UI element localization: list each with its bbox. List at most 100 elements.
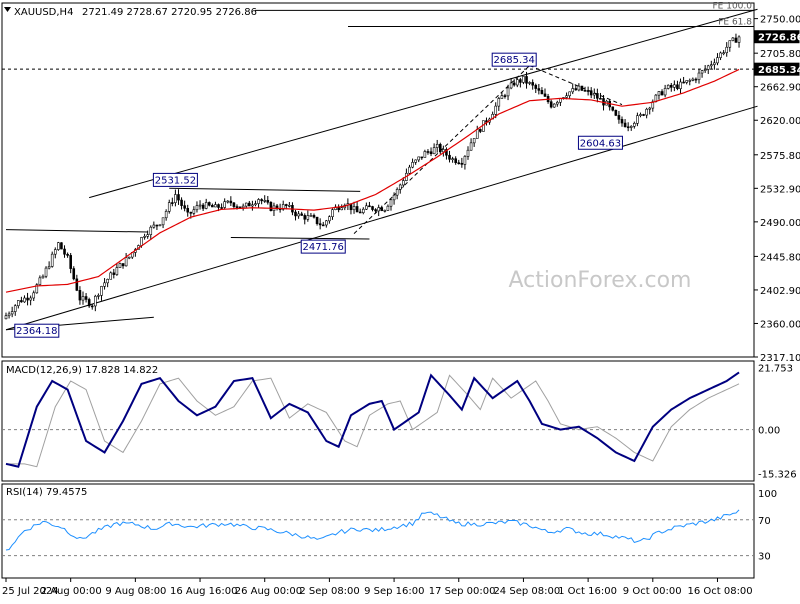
candle-body — [106, 278, 109, 284]
time-tick-label: 16 Oct 08:00 — [687, 586, 752, 597]
candle-body — [198, 204, 202, 207]
candle-body — [386, 205, 390, 211]
candle-body — [321, 224, 325, 227]
price-tick-label: 2662.90 — [760, 83, 800, 94]
candle-body — [207, 202, 211, 206]
candle-body — [10, 311, 14, 315]
candle-body — [57, 242, 60, 250]
candle-body — [140, 237, 143, 246]
macd-panel-frame — [1, 360, 755, 482]
candle-body — [371, 206, 374, 210]
candle-body — [559, 98, 562, 103]
candle-body — [269, 202, 273, 211]
candle-body — [666, 84, 670, 89]
candle-body — [663, 88, 667, 96]
time-tick-label: 9 Oct 00:00 — [623, 586, 682, 597]
candle-body — [568, 91, 571, 97]
trendlines — [5, 8, 758, 331]
price-tick-label: 2360.00 — [760, 319, 800, 330]
ohlc-values: 2721.49 2728.67 2720.95 2726.86 — [82, 7, 257, 18]
candle-body — [257, 199, 260, 204]
price-tick-label: 2490.00 — [760, 218, 800, 229]
candle-body — [306, 215, 310, 220]
candle-body — [571, 88, 575, 93]
rsi-tick-label: 100 — [758, 489, 777, 500]
level-price-tag-box — [754, 62, 800, 76]
candle-body — [20, 300, 23, 303]
candle-body — [186, 208, 190, 213]
candle-body — [97, 295, 100, 297]
candle-body — [556, 101, 559, 105]
candle-body — [238, 206, 242, 209]
candle-body — [180, 199, 183, 206]
candle-body — [44, 267, 48, 277]
candle-body — [389, 199, 393, 207]
candle-body — [420, 156, 424, 159]
candle-body — [417, 156, 421, 161]
candle-body — [442, 149, 445, 153]
candle-body — [315, 216, 319, 224]
candle-body — [620, 119, 624, 124]
candle-body — [734, 37, 738, 43]
candle-body — [469, 142, 473, 151]
chart-header: XAUUSD,H4 2721.49 2728.67 2720.95 2726.8… — [4, 7, 257, 18]
candle-body — [328, 216, 331, 222]
candle-body — [340, 207, 344, 211]
candle-body — [629, 125, 633, 128]
candle-body — [223, 201, 226, 208]
candle-body — [426, 151, 430, 153]
candle-body — [457, 162, 461, 165]
candle-body — [158, 224, 162, 227]
candle-body — [377, 207, 380, 212]
candle-body — [124, 257, 128, 267]
candle-body — [47, 266, 51, 269]
price-tick-label: 2575.80 — [760, 151, 800, 162]
candle-body — [731, 37, 735, 41]
candle-body — [217, 204, 220, 208]
candle-body — [497, 98, 501, 107]
candle-body — [69, 255, 72, 269]
fib-level-label: FE 61.8 — [718, 17, 752, 27]
candle-body — [636, 115, 639, 124]
candle-body — [288, 205, 291, 207]
candle-body — [657, 91, 661, 96]
candle-body — [435, 144, 439, 148]
time-tick-label: 24 Sep 08:00 — [493, 586, 560, 597]
candle-body — [13, 305, 17, 312]
candle-body — [540, 90, 544, 95]
candle-body — [614, 109, 618, 116]
candle-body — [244, 202, 248, 207]
candle-body — [204, 202, 208, 209]
dropdown-triangle-icon[interactable] — [4, 7, 11, 12]
macd-title: MACD(12,26,9) 17.828 14.822 — [6, 365, 158, 376]
current-price-tag-box — [754, 30, 800, 44]
candle-body — [691, 78, 695, 81]
candle-body — [32, 292, 36, 299]
rsi-line — [5, 509, 740, 551]
candle-body — [115, 267, 119, 275]
candle-body — [676, 84, 679, 89]
ma-line — [5, 68, 740, 293]
channel-lower-line — [5, 105, 758, 331]
candle-body — [78, 290, 82, 301]
candle-body — [266, 200, 270, 203]
candle-body — [503, 95, 507, 97]
candle-body — [432, 147, 436, 155]
candle-body — [669, 84, 673, 88]
candle-body — [642, 114, 645, 116]
candle-body — [611, 106, 615, 111]
candle-body — [626, 126, 630, 129]
candle-body — [737, 36, 741, 43]
macd-tick-label: 0.00 — [758, 426, 780, 437]
candle-body — [248, 202, 251, 207]
candle-body — [94, 295, 97, 307]
range-bottom-line — [230, 236, 370, 240]
candle-body — [519, 79, 522, 83]
candle-body — [580, 85, 584, 91]
candle-body — [331, 209, 334, 217]
candle-body — [177, 194, 180, 201]
candle-body — [522, 76, 525, 83]
price-tick-label: 2317.10 — [760, 353, 800, 364]
